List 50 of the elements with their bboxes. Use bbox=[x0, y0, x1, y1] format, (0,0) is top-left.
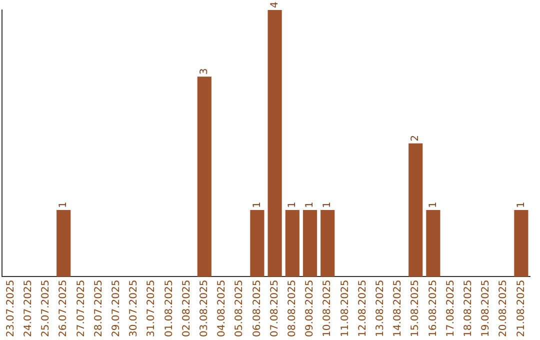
bar bbox=[250, 210, 264, 277]
x-tick-label: 15.08.2025 bbox=[410, 280, 422, 338]
x-tick-label: 18.08.2025 bbox=[462, 280, 474, 338]
x-tick-label: 02.08.2025 bbox=[181, 280, 192, 338]
x-tick-label: 03.08.2025 bbox=[198, 280, 210, 338]
data-label: 3 bbox=[198, 68, 210, 75]
data-label: 1 bbox=[428, 202, 439, 208]
data-label: 1 bbox=[286, 202, 298, 208]
x-tick-label: 06.08.2025 bbox=[252, 280, 263, 338]
data-label: 1 bbox=[252, 202, 263, 208]
x-tick-label: 24.07.2025 bbox=[22, 280, 34, 338]
bar bbox=[408, 143, 423, 277]
bar bbox=[426, 210, 440, 277]
x-tick-label: 14.08.2025 bbox=[392, 280, 404, 338]
x-tick-label: 31.07.2025 bbox=[146, 280, 158, 338]
x-tick-label: 09.08.2025 bbox=[304, 280, 316, 338]
bar bbox=[56, 210, 71, 277]
x-tick-label: 19.08.2025 bbox=[480, 280, 492, 338]
x-tick-label: 11.08.2025 bbox=[340, 280, 351, 338]
x-tick-label: 05.08.2025 bbox=[234, 280, 246, 338]
x-tick-label: 30.07.2025 bbox=[128, 280, 140, 338]
x-tick-label: 23.07.2025 bbox=[5, 280, 16, 338]
x-tick-label: 26.07.2025 bbox=[58, 280, 70, 338]
x-tick-label: 21.08.2025 bbox=[516, 280, 527, 338]
data-label: 1 bbox=[304, 202, 316, 208]
bar bbox=[268, 10, 282, 277]
x-tick-label: 13.08.2025 bbox=[374, 280, 386, 338]
x-tick-label: 10.08.2025 bbox=[322, 280, 334, 338]
x-tick-label: 20.08.2025 bbox=[498, 280, 510, 338]
x-tick-label: 12.08.2025 bbox=[357, 280, 368, 338]
data-label: 1 bbox=[516, 202, 527, 208]
bar bbox=[514, 210, 528, 277]
data-label: 4 bbox=[269, 2, 280, 8]
x-tick-label: 17.08.2025 bbox=[445, 280, 456, 338]
data-label: 1 bbox=[58, 202, 70, 208]
x-tick-label: 08.08.2025 bbox=[286, 280, 298, 338]
bar bbox=[285, 210, 300, 277]
x-tick-label: 29.07.2025 bbox=[110, 280, 122, 338]
bar bbox=[302, 210, 318, 277]
x-tick-label: 28.07.2025 bbox=[93, 280, 104, 338]
x-tick-label: 25.07.2025 bbox=[40, 280, 52, 338]
x-tick-label: 07.08.2025 bbox=[269, 280, 280, 338]
x-tick-label: 27.07.2025 bbox=[76, 280, 87, 338]
x-tick-label: 16.08.2025 bbox=[428, 280, 439, 338]
data-label: 1 bbox=[322, 202, 334, 208]
x-tick-label: 04.08.2025 bbox=[216, 280, 228, 338]
x-tick-label: 01.08.2025 bbox=[164, 280, 175, 338]
bar bbox=[320, 210, 335, 277]
bar bbox=[197, 76, 212, 277]
data-label: 2 bbox=[410, 134, 422, 142]
